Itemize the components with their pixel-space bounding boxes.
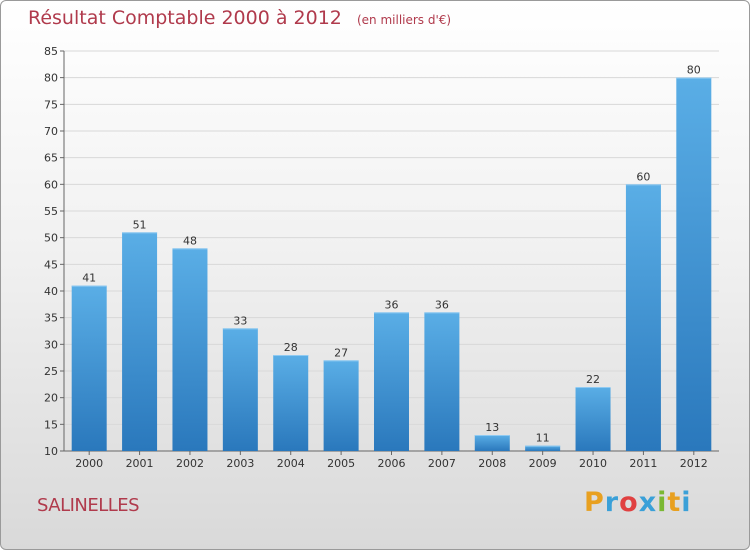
y-tick-label: 25 (44, 365, 58, 378)
chart-title-block: Résultat Comptable 2000 à 2012 (en milli… (28, 7, 451, 29)
x-tick-label: 2010 (579, 457, 607, 470)
logo-letter: o (619, 487, 639, 518)
logo-letter: P (584, 487, 605, 518)
y-tick-label: 10 (44, 445, 58, 458)
y-tick-label: 55 (44, 205, 58, 218)
bar (676, 77, 712, 452)
bar (122, 232, 158, 451)
bar (424, 312, 460, 451)
bar-value-label: 33 (233, 314, 247, 327)
bar (71, 285, 107, 451)
y-tick-label: 30 (44, 338, 58, 351)
y-tick-label: 35 (44, 312, 58, 325)
bar (222, 328, 258, 451)
logo-letter: r (604, 487, 620, 518)
logo-letter: i (657, 487, 668, 518)
bar (525, 445, 561, 451)
x-tick-label: 2001 (126, 457, 154, 470)
bar-value-label: 28 (284, 341, 298, 354)
logo-letter: i (681, 487, 692, 518)
y-tick-label: 15 (44, 418, 58, 431)
y-tick-label: 45 (44, 258, 58, 271)
y-tick-label: 60 (44, 178, 58, 191)
y-tick-label: 70 (44, 125, 58, 138)
bar (374, 312, 409, 451)
x-tick-label: 2011 (629, 457, 657, 470)
x-tick-label: 2008 (478, 457, 506, 470)
bar-value-label: 27 (334, 346, 348, 359)
x-tick-label: 2002 (176, 457, 204, 470)
bar-value-label: 80 (687, 64, 701, 77)
x-tick-label: 2012 (680, 457, 708, 470)
bars (71, 77, 712, 452)
x-tick-label: 2006 (378, 457, 406, 470)
y-tick-label: 20 (44, 392, 58, 405)
bar-value-label: 13 (485, 421, 499, 434)
bar (575, 387, 611, 451)
x-tick-label: 2003 (226, 457, 254, 470)
y-tick-label: 65 (44, 152, 58, 165)
chart-title: Résultat Comptable 2000 à 2012 (28, 7, 342, 29)
bar (625, 184, 661, 452)
y-tick-label: 40 (44, 285, 58, 298)
bar-value-label: 11 (536, 432, 550, 445)
x-tick-label: 2005 (327, 457, 355, 470)
y-tick-label: 80 (44, 72, 58, 85)
bar-value-label: 36 (385, 298, 399, 311)
x-tick-label: 2007 (428, 457, 456, 470)
commune-name: SALINELLES (37, 495, 140, 516)
x-tick-label: 2009 (529, 457, 557, 470)
y-tick-label: 50 (44, 232, 58, 245)
bar (323, 360, 359, 451)
y-tick-label: 75 (44, 98, 58, 111)
bar-value-label: 36 (435, 298, 449, 311)
bar-value-label: 48 (183, 234, 197, 247)
labels: 10 15 20 25 30 35 40 45 50 55 60 65 70 75 80 85 41 2000 51… (44, 45, 708, 470)
y-tick-label: 85 (44, 45, 58, 58)
bar-value-label: 22 (586, 373, 600, 386)
bar (273, 355, 309, 451)
logo-letter: x (638, 487, 658, 518)
bar-value-label: 51 (133, 218, 147, 231)
x-tick-label: 2000 (75, 457, 103, 470)
chart-subtitle: (en milliers d'€) (356, 13, 452, 27)
logo-letter: t (667, 487, 682, 518)
bar (172, 248, 208, 451)
bar (474, 435, 510, 451)
bar-value-label: 60 (636, 170, 650, 183)
bar-value-label: 41 (82, 272, 96, 285)
proxiti-logo: Proxiti (584, 487, 692, 518)
x-tick-label: 2004 (277, 457, 305, 470)
